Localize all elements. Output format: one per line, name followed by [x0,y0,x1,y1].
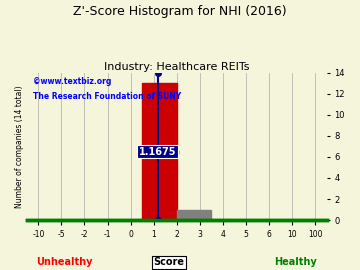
Title: Industry: Healthcare REITs: Industry: Healthcare REITs [104,62,249,72]
Y-axis label: Number of companies (14 total): Number of companies (14 total) [15,85,24,208]
Text: Z'-Score Histogram for NHI (2016): Z'-Score Histogram for NHI (2016) [73,5,287,18]
Text: Unhealthy: Unhealthy [36,257,93,267]
Bar [142,83,177,220]
Text: Healthy: Healthy [274,257,317,267]
Bar [177,210,211,220]
Text: 1.1675: 1.1675 [139,147,176,157]
Text: The Research Foundation of SUNY: The Research Foundation of SUNY [33,92,181,101]
Text: ©www.textbiz.org: ©www.textbiz.org [33,77,111,86]
Text: Score: Score [154,257,185,267]
